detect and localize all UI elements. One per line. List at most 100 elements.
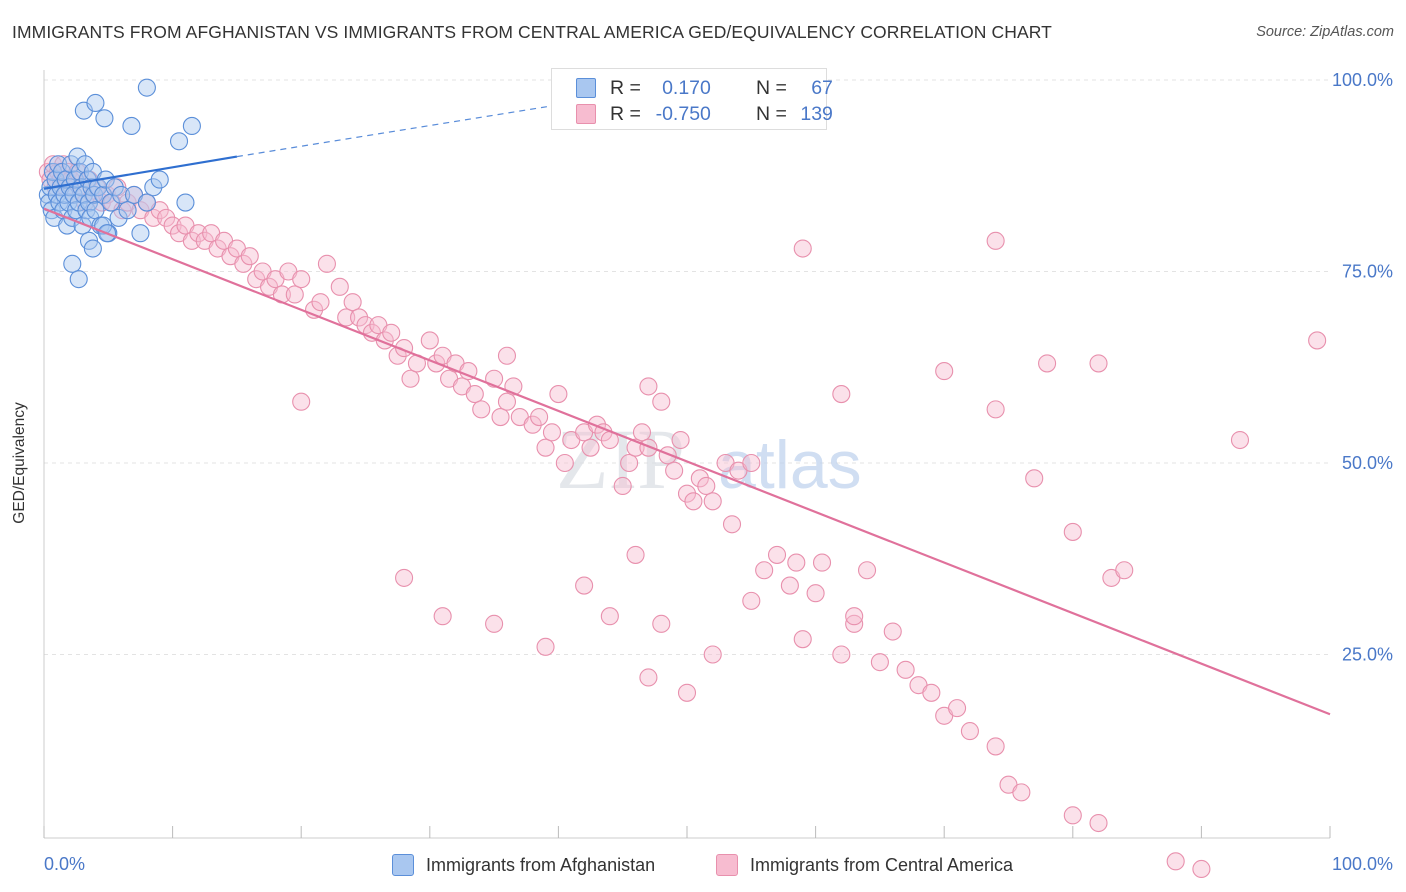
data-point-central-america: [857, 561, 877, 580]
data-point-afghanistan: [131, 224, 150, 243]
data-point-central-america: [311, 293, 330, 312]
data-point-central-america: [350, 308, 369, 327]
data-point-central-america: [703, 492, 722, 511]
data-point-central-america: [652, 614, 671, 633]
data-point-central-america: [1038, 354, 1057, 373]
data-point-central-america: [1308, 331, 1327, 350]
trend-line-central-america: [43, 207, 1331, 716]
data-point-central-america: [793, 239, 812, 258]
data-point-central-america: [1166, 852, 1185, 871]
data-point-central-america: [555, 453, 574, 473]
trend-line-afghanistan-extension: [236, 100, 585, 158]
data-point-central-america: [883, 622, 902, 641]
data-point-central-america: [632, 423, 652, 442]
data-point-central-america: [536, 637, 555, 656]
legend-r-label: R =: [610, 77, 641, 99]
data-point-central-america: [1115, 561, 1134, 580]
legend-r-central-america: R = -0.750: [610, 102, 711, 126]
data-point-central-america: [780, 576, 799, 595]
data-point-central-america: [1192, 859, 1211, 879]
data-point-central-america: [665, 461, 684, 480]
data-point-afghanistan: [176, 193, 195, 212]
data-point-central-america: [1063, 806, 1082, 825]
data-point-central-america: [317, 254, 336, 273]
data-point-afghanistan: [144, 178, 163, 197]
data-point-central-america: [530, 407, 549, 427]
data-point-afghanistan: [86, 201, 105, 220]
data-point-afghanistan: [83, 239, 102, 258]
data-point-central-america: [465, 385, 484, 404]
data-point-central-america: [285, 285, 304, 304]
data-point-central-america: [845, 607, 864, 626]
data-point-central-america: [1012, 783, 1031, 802]
data-point-central-america: [626, 545, 645, 564]
series-legend-label-central-america: Immigrants from Central America: [750, 855, 1014, 875]
data-point-central-america: [677, 484, 697, 503]
legend-n-label: N =: [756, 77, 787, 99]
legend-n-value-central-america: 139: [800, 103, 833, 125]
correlation-legend: R = 0.170 N = 67 R = -0.750 N = 139: [551, 68, 833, 130]
data-point-central-america: [677, 683, 697, 702]
data-point-central-america: [549, 385, 568, 404]
data-point-central-america: [337, 308, 356, 327]
data-point-central-america: [986, 231, 1005, 250]
y-tick-label: 75.0%: [1342, 262, 1393, 282]
data-point-central-america: [163, 216, 182, 235]
data-point-afghanistan: [68, 147, 87, 166]
legend-n-label: N =: [756, 103, 787, 125]
y-tick-label: 50.0%: [1342, 453, 1393, 473]
data-point-central-america: [832, 385, 851, 404]
data-point-central-america: [401, 369, 420, 388]
data-point-central-america: [587, 415, 607, 434]
trend-lines: [43, 100, 1331, 716]
legend-r-value-central-america: -0.750: [655, 103, 711, 125]
data-point-central-america: [960, 722, 979, 741]
series-legend-label-afghanistan: Immigrants from Afghanistan: [426, 855, 656, 875]
data-point-afghanistan: [101, 193, 120, 212]
data-point-central-america: [1063, 522, 1082, 541]
series-legend: Immigrants from Afghanistan Immigrants f…: [0, 852, 1406, 878]
data-point-central-america: [240, 247, 259, 266]
series-afghanistan-points: [38, 78, 201, 289]
data-point-central-america: [652, 392, 671, 411]
legend-r-label: R =: [610, 103, 641, 125]
series-central-america-points: [38, 155, 1327, 879]
data-point-afghanistan: [86, 93, 105, 113]
legend-swatch-central-america: [576, 104, 596, 124]
data-point-central-america: [703, 645, 722, 664]
data-point-central-america: [292, 392, 311, 411]
x-tick-label-start: 0.0%: [44, 854, 85, 874]
gridlines: [44, 79, 1330, 655]
data-point-afghanistan: [122, 116, 141, 136]
source-credit: Source: ZipAtlas.com: [1256, 24, 1394, 40]
data-point-central-america: [292, 270, 311, 289]
data-point-central-america: [497, 392, 517, 411]
data-point-central-america: [542, 423, 562, 442]
data-point-central-america: [1230, 430, 1250, 450]
data-point-central-america: [395, 568, 414, 587]
data-point-central-america: [523, 415, 542, 434]
data-point-central-america: [497, 346, 517, 365]
data-point-afghanistan: [95, 109, 114, 128]
data-point-central-america: [948, 699, 967, 718]
tick-labels: 25.0% 50.0% 75.0% 100.0% 0.0% 100.0%: [44, 70, 1393, 874]
data-point-central-america: [356, 316, 375, 335]
data-point-central-america: [433, 607, 452, 626]
y-tick-label: 100.0%: [1332, 70, 1393, 90]
data-point-central-america: [639, 668, 658, 687]
data-point-afghanistan: [118, 201, 137, 220]
data-point-afghanistan: [150, 170, 169, 189]
x-tick-label-end: 100.0%: [1332, 854, 1393, 874]
data-point-central-america: [845, 614, 864, 633]
watermark-atlas: atlas: [718, 427, 862, 503]
data-point-central-america: [767, 545, 787, 564]
data-point-central-america: [600, 607, 619, 626]
data-point-central-america: [144, 208, 163, 227]
data-point-central-america: [491, 407, 510, 427]
legend-n-afghanistan: N = 67: [756, 76, 833, 100]
data-point-central-america: [722, 515, 742, 534]
data-point-afghanistan: [63, 254, 82, 273]
data-point-central-america: [986, 400, 1005, 419]
y-tick-label: 25.0%: [1342, 645, 1393, 665]
